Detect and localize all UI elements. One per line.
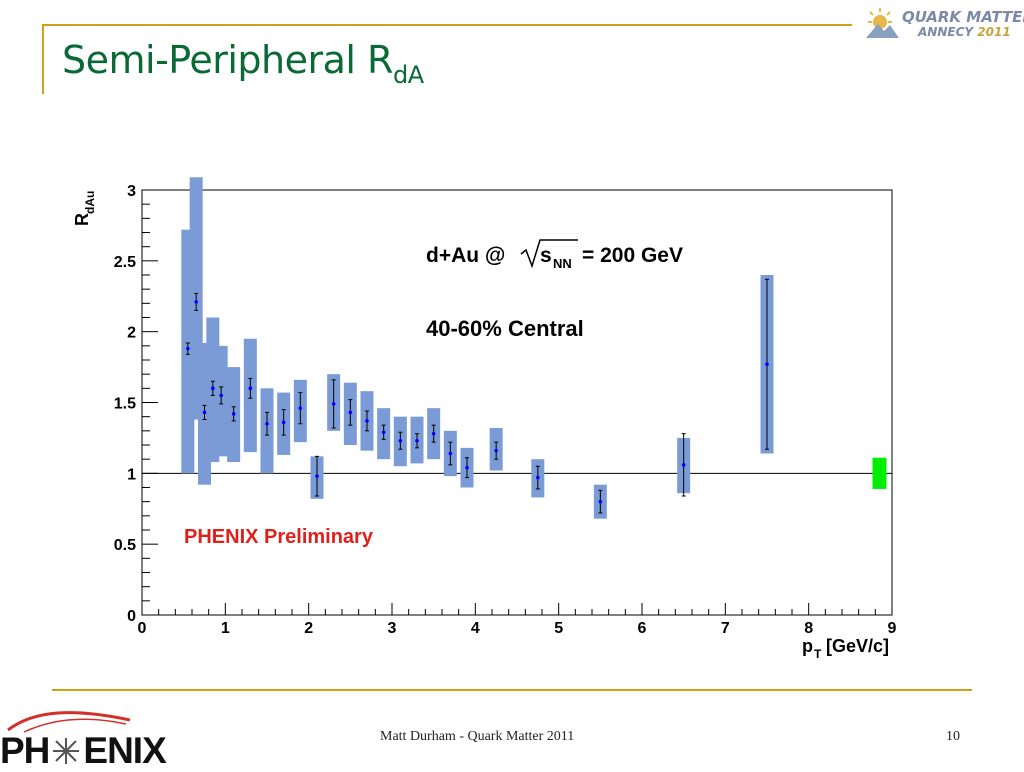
- data-point: [231, 412, 236, 416]
- normalization-box: [872, 457, 887, 489]
- y-tick-label: 1: [127, 466, 136, 483]
- conference-city: ANNECY: [918, 25, 974, 39]
- phenix-wordmark-end: ENIX: [83, 730, 166, 771]
- data-point: [219, 393, 223, 398]
- y-tick-label: 2.5: [114, 254, 136, 271]
- y-tick-label: 0.5: [114, 537, 136, 554]
- phenix-swoosh-icon: [7, 711, 131, 733]
- slide-title: Semi-Peripheral RdA: [62, 38, 424, 89]
- data-point: [765, 362, 769, 367]
- phenix-wordmark: PH ENIX: [0, 730, 167, 772]
- ylabel-main: R: [72, 213, 92, 226]
- data-point: [398, 438, 403, 443]
- data-point: [248, 386, 253, 391]
- xlabel-sub: T: [814, 647, 822, 661]
- data-point: [415, 438, 419, 443]
- centrality-label: 40-60% Central: [426, 316, 584, 341]
- xlabel-main: p: [802, 636, 813, 656]
- data-point: [465, 465, 469, 470]
- preliminary-label: PHENIX Preliminary: [184, 526, 374, 548]
- data-point: [365, 419, 369, 423]
- page-number: 10: [946, 729, 960, 744]
- data-point: [536, 475, 540, 480]
- conference-place: ANNECY 2011: [918, 25, 1011, 39]
- footer-text: Matt Durham - Quark Matter 2011: [380, 729, 575, 744]
- y-tick-label: 0: [127, 608, 136, 625]
- data-point: [265, 421, 269, 426]
- quark-matter-logo: QUARK MATTER ANNECY 2011: [862, 4, 1024, 44]
- data-point: [598, 499, 603, 504]
- x-tick-label: 9: [888, 620, 897, 637]
- x-tick-label: 4: [471, 620, 480, 637]
- title-main: Semi-Peripheral R: [62, 38, 393, 82]
- data-point: [381, 430, 386, 435]
- data-point: [681, 463, 686, 467]
- x-tick-label: 0: [138, 620, 147, 637]
- left-accent-rule: [42, 24, 44, 94]
- sun-mountain-icon: [866, 8, 899, 38]
- x-tick-label: 3: [388, 620, 397, 637]
- phenix-wordmark-start: PH: [0, 730, 50, 771]
- rdau-chart: 0 0.5 1 1.5 2 2.5 3 0 1 2 3 4 5 6 7 8 9 R dAu p T [GeV/c…: [72, 177, 897, 661]
- x-tick-label: 2: [304, 620, 313, 637]
- y-tick-label: 2: [127, 325, 136, 342]
- title-subscript: dA: [392, 61, 424, 89]
- top-accent-rule: [42, 24, 852, 26]
- x-tick-label: 5: [554, 620, 563, 637]
- data-point: [315, 474, 319, 478]
- y-tick-label: 1.5: [114, 396, 136, 413]
- y-tick-label: 3: [127, 183, 136, 200]
- data-point: [281, 420, 286, 425]
- system-energy: = 200 GeV: [582, 244, 683, 267]
- x-tick-label: 6: [638, 620, 647, 637]
- data-point: [194, 300, 198, 304]
- conference-year: 2011: [977, 25, 1011, 39]
- phenix-logo: PH ENIX: [0, 706, 180, 771]
- data-point: [494, 448, 498, 453]
- data-point: [448, 451, 453, 456]
- data-point: [211, 386, 215, 391]
- phenix-star-icon: [53, 738, 80, 764]
- bottom-accent-rule: [52, 689, 972, 691]
- conference-name: QUARK MATTER: [902, 8, 1024, 26]
- xlabel-unit: [GeV/c]: [826, 636, 889, 656]
- x-tick-label: 1: [221, 620, 230, 637]
- system-nn: NN: [553, 256, 572, 271]
- data-point: [331, 402, 336, 406]
- ylabel-sub: dAu: [83, 191, 97, 214]
- data-point: [348, 410, 353, 415]
- data-point: [298, 406, 303, 410]
- x-tick-label: 7: [721, 620, 730, 637]
- data-point: [431, 431, 436, 436]
- x-tick-label: 8: [804, 620, 813, 637]
- sqrt-sign: [520, 239, 578, 269]
- system-prefix: d+Au @: [426, 244, 505, 267]
- data-point: [202, 410, 207, 415]
- data-point: [186, 346, 190, 351]
- system-s: s: [540, 244, 552, 267]
